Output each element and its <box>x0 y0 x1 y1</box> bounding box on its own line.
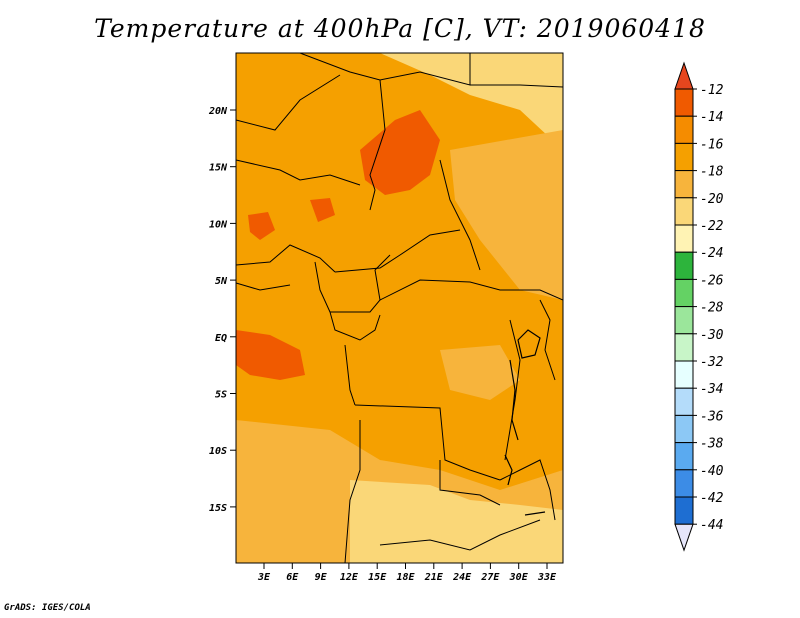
x-tick-label: 30E <box>509 572 529 583</box>
colorbar-box <box>674 387 694 416</box>
y-axis: 20N 15N 10N 5N EQ 5S 10S 15S <box>208 106 236 514</box>
colorbar-box <box>674 224 694 253</box>
y-tick-label: 5S <box>215 390 227 401</box>
x-tick-label: 24E <box>452 572 472 583</box>
colorbar-label: -44 <box>700 518 723 533</box>
colorbar-box <box>674 469 694 498</box>
x-tick-label: 9E <box>315 572 328 583</box>
colorbar-label: -26 <box>700 273 724 288</box>
colorbar-label: -12 <box>700 83 724 98</box>
field-core-gabon <box>236 330 305 380</box>
temperature-field <box>236 53 563 563</box>
colorbar: -12 -14 -16 -18 -20 -22 -24 -26 -28 -30 -32 -34 -36 -… <box>674 61 724 552</box>
colorbar-box <box>674 251 694 280</box>
map-frame <box>235 52 564 564</box>
field-east-lighter <box>450 130 563 300</box>
colorbar-box <box>674 442 694 471</box>
x-tick-label: 18E <box>396 572 415 583</box>
colorbar-box <box>674 496 694 525</box>
colorbar-box <box>674 88 694 117</box>
field-center-light <box>440 345 520 400</box>
field-core-cameroon <box>310 198 335 222</box>
colorbar-box <box>674 278 694 308</box>
y-tick-label: 5N <box>215 276 228 287</box>
colorbar-label: -42 <box>700 491 724 506</box>
colorbar-label: -32 <box>700 355 724 370</box>
field-north-yellow <box>380 53 563 150</box>
colorbar-top-arrow <box>674 61 694 90</box>
colorbar-label: -24 <box>700 246 723 261</box>
y-tick-label: 15N <box>209 163 228 174</box>
x-axis: 3E 6E 9E 12E 15E 18E 21E 24E 27E 30E 33E <box>257 563 557 583</box>
x-tick-label: 12E <box>340 572 359 583</box>
colorbar-label: -36 <box>700 409 724 424</box>
y-tick-label: 10S <box>209 446 227 457</box>
colorbar-label: -22 <box>700 219 724 234</box>
colorbar-box <box>674 115 694 144</box>
x-tick-label: 33E <box>537 572 557 583</box>
colorbar-box <box>674 360 694 389</box>
y-tick-label: 20N <box>208 106 228 117</box>
colorbar-box <box>674 142 694 172</box>
colorbar-box <box>674 306 694 335</box>
colorbar-box <box>674 197 694 226</box>
x-tick-label: 15E <box>368 572 387 583</box>
colorbar-label: -30 <box>700 328 724 343</box>
colorbar-box <box>674 333 694 362</box>
x-tick-label: 27E <box>480 572 500 583</box>
lakes <box>504 329 546 516</box>
y-tick-label: 15S <box>209 503 227 514</box>
colorbar-label: -20 <box>700 192 724 207</box>
x-tick-label: 3E <box>257 572 271 583</box>
y-tick-label: EQ <box>215 333 227 344</box>
x-tick-label: 6E <box>286 572 299 583</box>
colorbar-label: -28 <box>700 301 724 316</box>
field-core-chad <box>360 110 440 195</box>
colorbar-label: -16 <box>700 137 724 152</box>
x-tick-label: 21E <box>424 572 444 583</box>
y-tick-label: 10N <box>209 219 228 230</box>
field-southwest-light <box>236 470 320 540</box>
map-title: Temperature at 400hPa [C], VT: 201906041… <box>94 14 706 43</box>
colorbar-label: -38 <box>700 437 724 452</box>
field-core-nigeria <box>248 212 275 240</box>
colorbar-bottom-arrow <box>674 523 694 552</box>
colorbar-label: -40 <box>700 464 724 479</box>
colorbar-box <box>674 414 694 444</box>
colorbar-label: -34 <box>700 382 723 397</box>
colorbar-box <box>674 170 694 199</box>
colorbar-label: -18 <box>700 165 724 180</box>
country-boundaries <box>236 53 563 563</box>
colorbar-label: -14 <box>700 110 723 125</box>
grads-credit: GrADS: IGES/COLA <box>4 603 91 613</box>
